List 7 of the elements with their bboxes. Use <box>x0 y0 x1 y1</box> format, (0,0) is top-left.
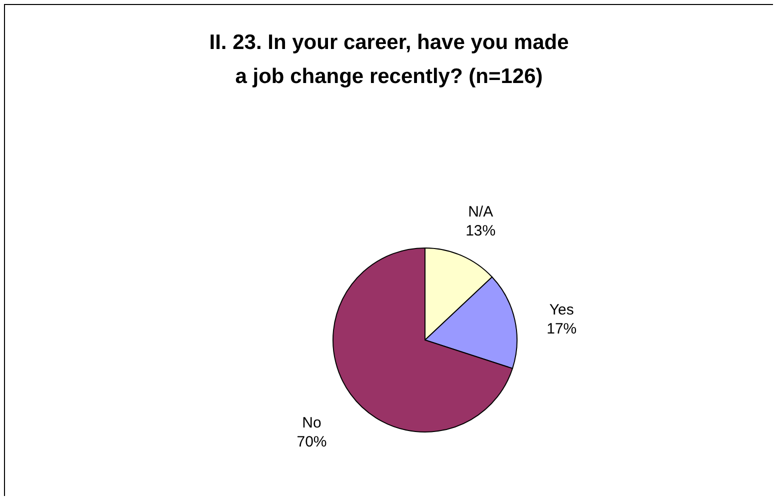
data-label: 17% <box>546 320 577 338</box>
data-label: 70% <box>296 433 327 450</box>
data-label: 13% <box>466 222 496 240</box>
slice-label: Yes <box>549 301 574 318</box>
slice-label: N/A <box>468 204 494 221</box>
slice-label: No <box>302 414 322 432</box>
chart-title: II. 23. In your career, have you made a job change recently? (n=126) <box>209 31 569 88</box>
